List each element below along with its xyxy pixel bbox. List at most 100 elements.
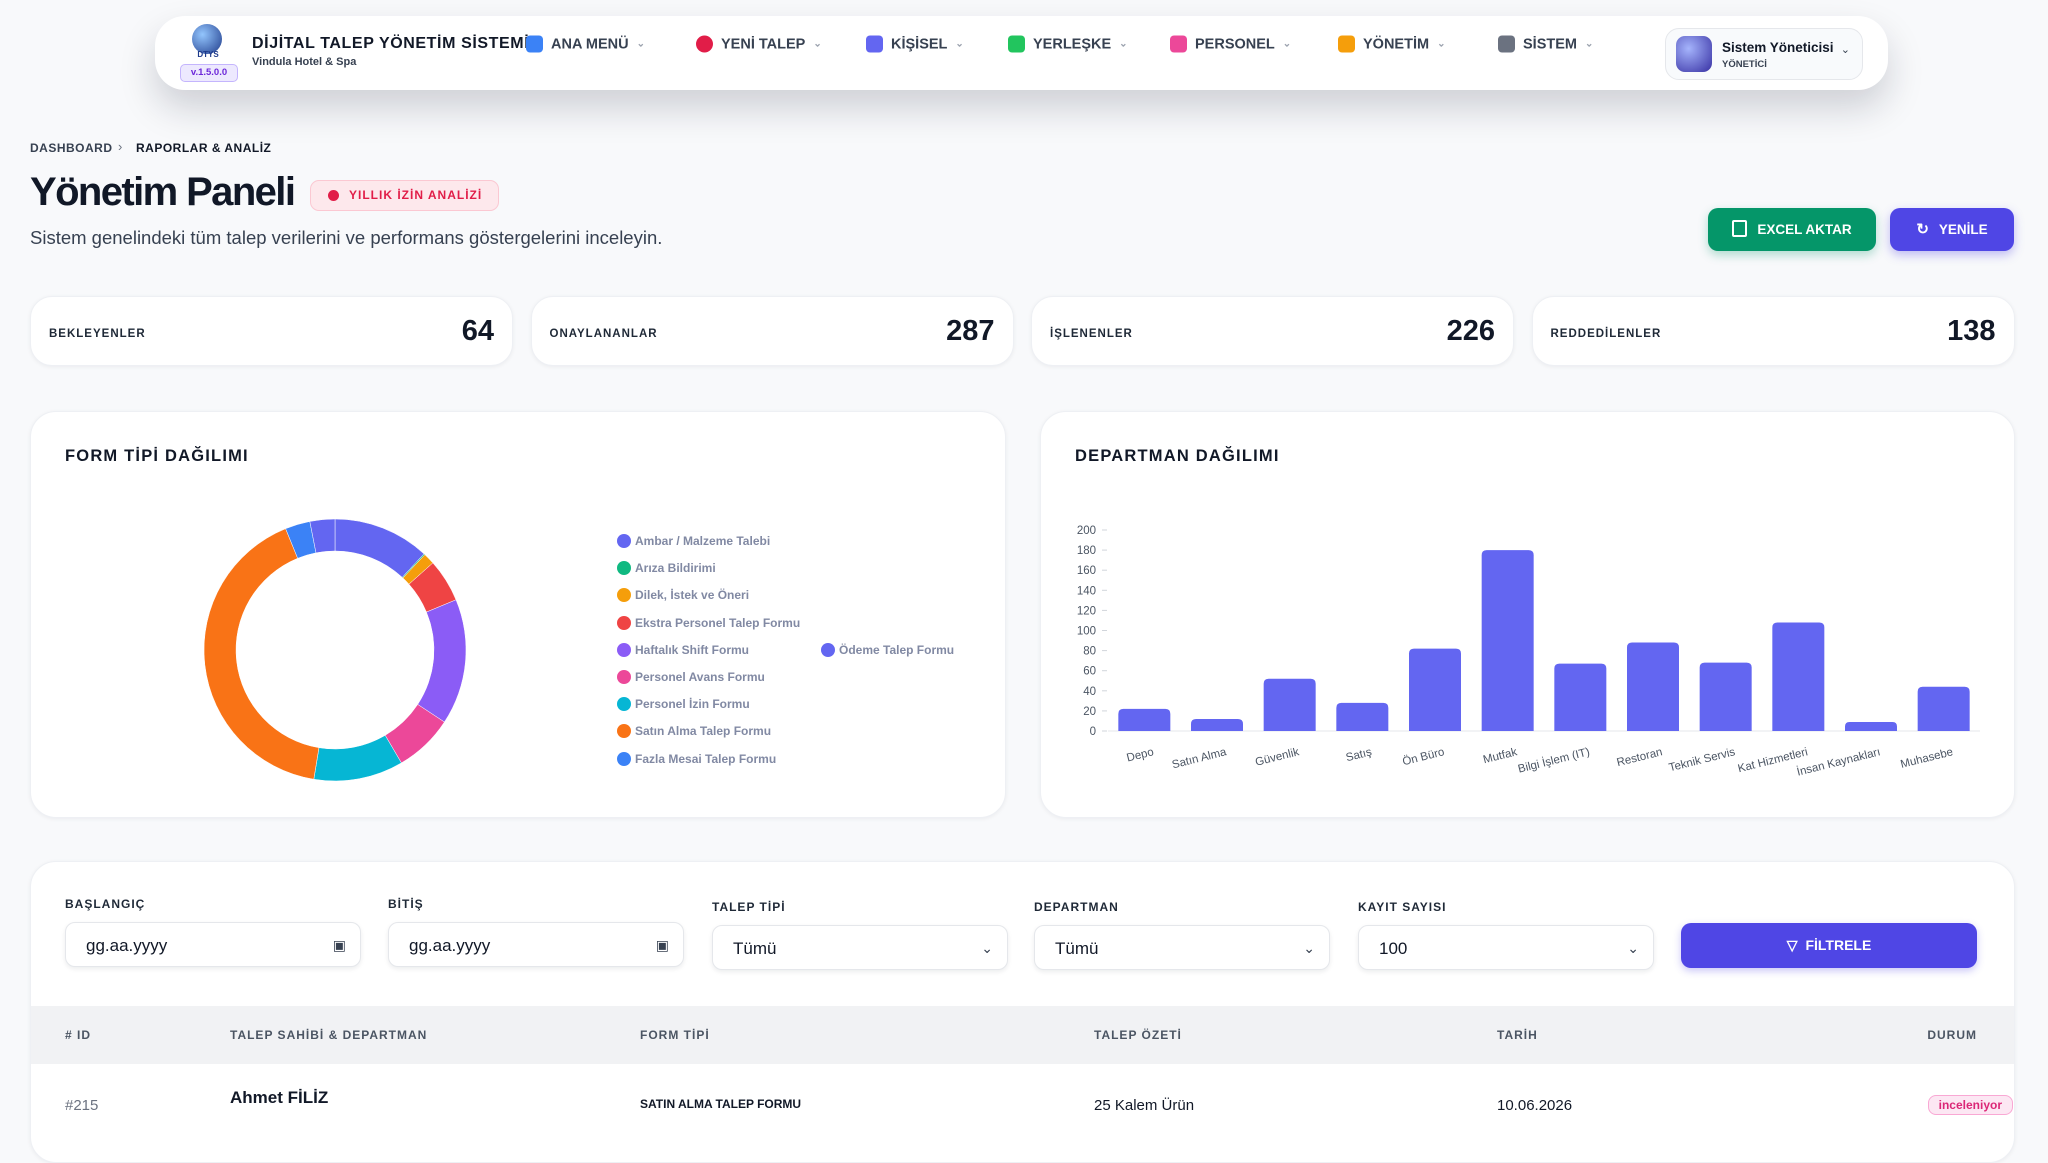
menu-item[interactable]: SİSTEM ⌄	[1498, 35, 1593, 53]
bar	[1481, 550, 1534, 731]
menu-label: ANA MENÜ	[551, 36, 629, 52]
menu-icon	[696, 35, 713, 53]
menu-item[interactable]: YERLEŞKE ⌄	[1008, 35, 1128, 53]
filter-label: KAYIT SAYISI	[1358, 900, 1447, 914]
legend-item: Personel İzin Formu	[617, 697, 750, 712]
refresh-button[interactable]: ↻ YENİLE	[1890, 208, 2014, 251]
y-tick-label: 0	[1090, 726, 1096, 738]
excel-button[interactable]: EXCEL AKTAR	[1708, 208, 1876, 251]
column-header: TARİH	[1497, 1028, 1538, 1042]
badge-icon	[328, 190, 339, 201]
donut-segment	[313, 734, 402, 782]
button-text: EXCEL AKTAR	[1757, 222, 1852, 237]
y-tick-label: 80	[1083, 646, 1096, 658]
body: DTYS v.1.5.0.0 DİJİTAL TALEP YÖNETİM SİS…	[30, 24, 2015, 1163]
stat-label: İŞLENENLER	[1050, 328, 1133, 340]
user-role: YÖNETİCİ	[1722, 59, 1767, 70]
menu-item[interactable]: KİŞİSEL ⌄	[866, 35, 964, 53]
legend-swatch	[617, 534, 631, 548]
status-badge: inceleniyor	[1927, 1095, 2013, 1115]
card-title: FORM TİPİ DAĞILIMI	[65, 447, 249, 465]
stat-value: 226	[1446, 315, 1495, 347]
menu-label: SİSTEM	[1523, 36, 1577, 52]
menu-icon	[1338, 35, 1355, 53]
legend-swatch	[617, 561, 631, 576]
x-tick-label: Restoran	[1616, 746, 1664, 769]
legend-label: Ambar / Malzeme Talebi	[635, 534, 771, 548]
cell: #215	[65, 1097, 99, 1114]
bar-chart: 0 20 40 60 80 100 120 140 160 180 200 Depo Satın Alm…	[1077, 525, 1980, 779]
x-tick-label: Satın Alma	[1171, 746, 1228, 771]
user-box[interactable]: Sistem Yöneticisi YÖNETİCİ ⌄	[1665, 28, 1863, 80]
chevron: ⌄	[1437, 38, 1446, 50]
y-tick-label: 180	[1077, 545, 1096, 557]
stat-card: ONAYLANANLAR 287	[530, 296, 1014, 366]
bar	[1627, 642, 1679, 731]
stat-card: BEKLEYENLER 64	[30, 296, 513, 366]
chevron: ⌄	[636, 38, 645, 50]
cell: SATIN ALMA TALEP FORMU	[640, 1097, 802, 1111]
page-subtitle: Sistem genelindeki tüm talep verilerini …	[30, 227, 663, 248]
filter-button[interactable]: ▽ FİLTRELE	[1681, 923, 1977, 968]
menu-item[interactable]: YÖNETİM ⌄	[1338, 35, 1446, 53]
page-title: Yönetim Paneli	[30, 170, 296, 214]
bar	[1917, 686, 1970, 731]
app-subtitle: Vindula Hotel & Spa	[252, 56, 357, 68]
card-title: DEPARTMAN DAĞILIMI	[1075, 447, 1280, 465]
chevron: ⌄	[955, 38, 964, 50]
x-tick-label: Güvenlik	[1254, 746, 1301, 769]
column-header: # ID	[65, 1028, 92, 1042]
chevron: ⌄	[1303, 940, 1315, 956]
menu-item[interactable]: PERSONEL ⌄	[1170, 35, 1291, 53]
legend-item: Arıza Bildirimi	[617, 561, 716, 576]
button-text: FİLTRELE	[1805, 937, 1872, 953]
app-title: DİJİTAL TALEP YÖNETİM SİSTEMİ	[252, 35, 530, 52]
menu-label: PERSONEL	[1195, 36, 1275, 52]
legend-item: Haftalık Shift Formu	[617, 642, 749, 657]
chevron: ⌄	[1627, 940, 1639, 956]
department-chart-card: DEPARTMAN DAĞILIMI 0 20 40 60 80 100 120 140 160…	[1040, 411, 2015, 818]
logo-text: DTYS	[197, 50, 219, 59]
y-tick-label: 100	[1077, 626, 1096, 638]
badge-text: YILLIK İZİN ANALİZİ	[349, 188, 483, 202]
logo-icon	[192, 24, 222, 54]
legend-item: Ekstra Personel Talep Formu	[617, 615, 801, 630]
select[interactable]: Tümü ⌄	[712, 925, 1008, 970]
select[interactable]: 100 ⌄	[1358, 925, 1654, 970]
legend-label: Satın Alma Talep Formu	[635, 724, 772, 739]
legend-swatch	[821, 642, 835, 657]
filter-label: BAŞLANGIÇ	[65, 897, 146, 911]
breadcrumb-item[interactable]: DASHBOARD	[30, 141, 113, 155]
stat-value: 64	[461, 315, 494, 347]
stat-card: REDDEDİLENLER 138	[1531, 296, 2015, 366]
legend-swatch	[617, 724, 631, 739]
chevron: ⌄	[1119, 38, 1128, 50]
x-tick-label: Depo	[1125, 746, 1155, 764]
x-tick-label: Satış	[1345, 746, 1374, 764]
bar	[1191, 718, 1243, 731]
menu-item[interactable]: ANA MENÜ ⌄	[526, 35, 645, 53]
select[interactable]: Tümü ⌄	[1034, 925, 1330, 970]
y-tick-label: 20	[1083, 706, 1096, 718]
legend-label: Ekstra Personel Talep Formu	[635, 615, 801, 630]
chevron: ⌄	[981, 940, 993, 956]
date-input[interactable]: gg.aa.yyyy ▣	[388, 922, 684, 967]
date-input[interactable]: gg.aa.yyyy ▣	[65, 922, 361, 967]
calendar-icon: ▣	[655, 937, 669, 953]
cell: 25 Kalem Ürün	[1094, 1097, 1195, 1114]
y-tick-label: 60	[1083, 666, 1096, 678]
bar	[1699, 662, 1752, 731]
filter-label: BİTİŞ	[388, 897, 424, 911]
stat-label: REDDEDİLENLER	[1550, 328, 1662, 340]
legend-swatch	[617, 751, 631, 766]
menu-icon	[866, 35, 883, 53]
y-tick-label: 200	[1077, 525, 1096, 537]
y-tick-label: 140	[1077, 585, 1096, 597]
input-value: gg.aa.yyyy	[409, 936, 491, 955]
icon: ↻	[1916, 221, 1929, 238]
legend-label: Fazla Mesai Talep Formu	[635, 751, 777, 766]
menu-item[interactable]: YENİ TALEP ⌄	[696, 35, 822, 53]
calendar-icon: ▣	[332, 937, 346, 953]
menu-label: YENİ TALEP	[721, 36, 806, 52]
menu-icon	[526, 35, 543, 53]
